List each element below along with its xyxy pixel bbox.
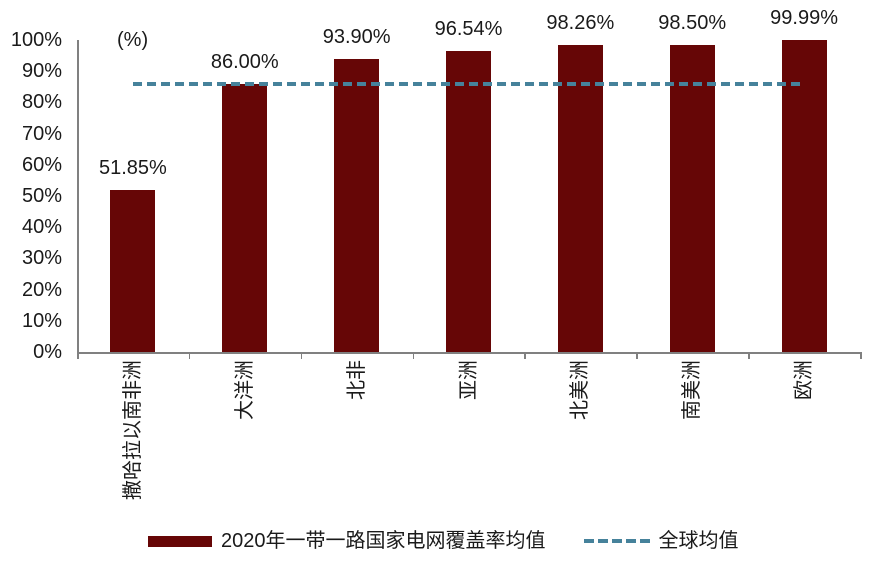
bar (334, 59, 380, 352)
legend-line-label: 全球均值 (658, 530, 739, 552)
x-axis-tick (636, 353, 638, 359)
legend-dashed-line-swatch (583, 539, 650, 543)
bar (669, 44, 715, 352)
x-axis-category-label: 北非 (345, 360, 368, 400)
reference-line (132, 81, 805, 86)
x-axis-tick (412, 353, 415, 359)
x-axis-line (77, 352, 862, 354)
bar-value-label: 99.99% (770, 7, 838, 30)
x-axis-tick (188, 353, 191, 359)
bar (110, 190, 156, 352)
bar-value-label: 93.90% (322, 26, 391, 49)
x-axis-category-label: 撒哈拉以南非洲 (121, 360, 144, 500)
bar-value-label: 86.00% (210, 50, 279, 73)
bar (446, 50, 491, 352)
y-axis-line (77, 40, 79, 352)
y-axis-tick-label: 20% (21, 278, 62, 301)
y-axis-tick-label: 50% (21, 185, 62, 207)
x-axis-tick (300, 353, 303, 359)
bar-value-label: 51.85% (99, 157, 167, 180)
legend-bar-swatch (148, 535, 212, 547)
y-axis-tick-label: 0% (33, 341, 62, 363)
y-axis-tick-label: 30% (21, 247, 62, 270)
y-axis-tick-label: 40% (21, 216, 62, 239)
y-axis-tick-label: 90% (21, 60, 62, 83)
bar (222, 83, 268, 352)
x-axis-category-label: 南美洲 (681, 360, 704, 420)
x-axis-category-label: 北美洲 (569, 360, 592, 420)
bar (557, 45, 603, 352)
x-axis-tick (860, 353, 862, 359)
x-axis-tick (524, 353, 526, 359)
y-axis-tick-label: 60% (21, 153, 62, 176)
y-axis-tick-label: 10% (21, 309, 62, 332)
y-axis-tick-label: 70% (21, 122, 62, 145)
y-axis-unit-label: (%) (117, 29, 149, 51)
x-axis-category-label: 欧洲 (793, 360, 816, 400)
bar-value-label: 96.54% (434, 17, 503, 40)
legend: 2020年一带一路国家电网覆盖率均值 全球均值 (148, 527, 739, 555)
x-axis-tick (748, 353, 750, 359)
x-axis-category-label: 大洋洲 (233, 360, 256, 420)
legend-bar-label: 2020年一带一路国家电网覆盖率均值 (221, 530, 546, 552)
bar (781, 40, 827, 352)
bar-value-label: 98.50% (658, 11, 727, 34)
bar-value-label: 98.26% (546, 12, 615, 35)
x-axis-category-label: 亚洲 (457, 360, 480, 400)
y-axis-tick-label: 100% (10, 29, 62, 51)
x-axis-tick (77, 353, 79, 359)
y-axis-tick-label: 80% (21, 91, 62, 114)
